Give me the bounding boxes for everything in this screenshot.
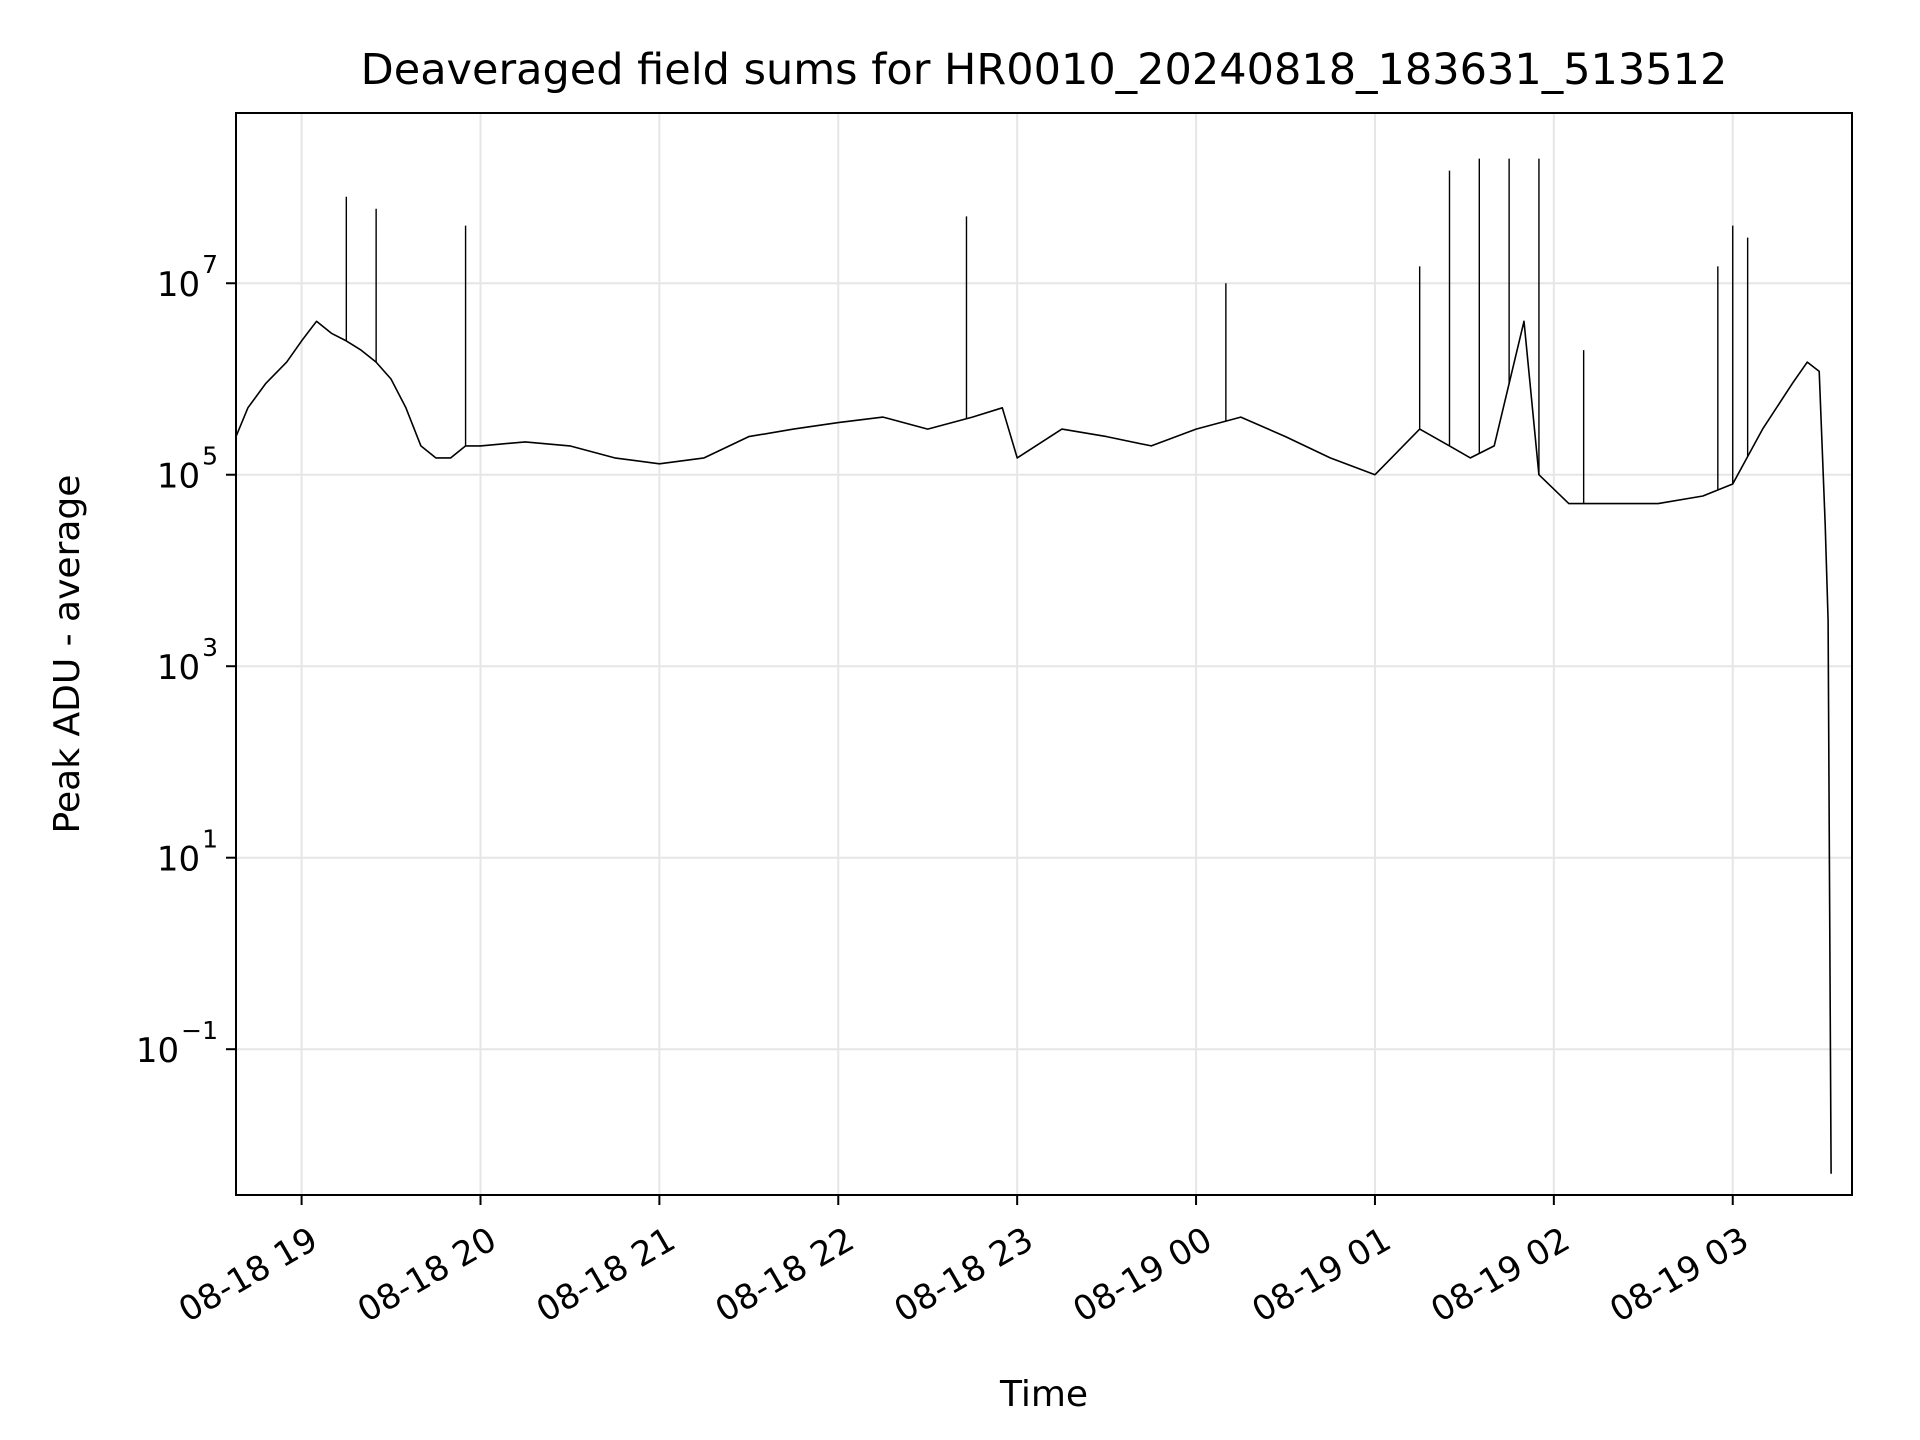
y-tick-label: 510 <box>157 442 218 497</box>
y-tick-base: 10 <box>157 457 200 497</box>
y-tick-exponent: 1 <box>202 825 218 854</box>
y-tick-exponent: 7 <box>202 250 218 279</box>
data-series <box>236 158 1832 1174</box>
y-tick-exponent: 3 <box>202 633 218 662</box>
chart-title: Deaveraged field sums for HR0010_2024081… <box>361 45 1728 95</box>
grid <box>236 113 1852 1195</box>
series-line <box>236 320 1832 1174</box>
y-axis-label: Peak ADU - average <box>47 475 88 834</box>
plot-frame <box>235 112 1853 1196</box>
x-axis-label: Time <box>999 1374 1088 1415</box>
y-tick-base: 10 <box>157 265 200 305</box>
y-tick-exponent: −1 <box>181 1016 218 1045</box>
y-tick-label: 110 <box>157 825 218 880</box>
y-tick-base: 10 <box>157 840 200 880</box>
y-tick-label: 310 <box>157 633 218 688</box>
y-tick-label: 710 <box>157 250 218 305</box>
y-tick-base: 10 <box>136 1031 179 1071</box>
y-tick-label: −110 <box>136 1016 218 1071</box>
y-tick-exponent: 5 <box>202 442 218 471</box>
y-tick-base: 10 <box>157 648 200 688</box>
